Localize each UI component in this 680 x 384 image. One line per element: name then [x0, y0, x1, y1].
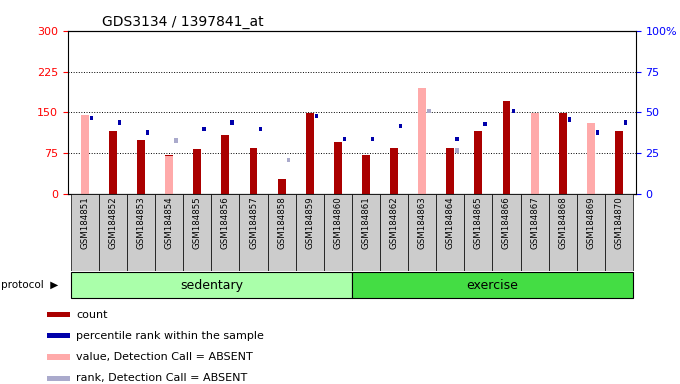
Bar	[222, 135, 229, 194]
Bar	[456, 137, 458, 141]
Bar	[371, 137, 374, 141]
Bar	[334, 142, 342, 194]
Bar	[446, 148, 454, 194]
Bar	[503, 101, 511, 194]
Bar	[47, 312, 70, 317]
Text: GSM184852: GSM184852	[109, 196, 118, 249]
Bar	[352, 194, 380, 271]
Bar	[193, 149, 201, 194]
Bar	[258, 127, 262, 131]
Text: GSM184851: GSM184851	[80, 196, 89, 249]
Bar	[109, 131, 117, 194]
Text: GDS3134 / 1397841_at: GDS3134 / 1397841_at	[102, 15, 264, 29]
Bar	[549, 194, 577, 271]
Bar	[47, 354, 70, 359]
Text: GSM184869: GSM184869	[586, 196, 595, 249]
Bar	[231, 121, 234, 125]
Bar	[155, 194, 183, 271]
Bar	[530, 113, 539, 194]
Bar	[624, 121, 628, 125]
Bar	[71, 194, 99, 271]
Bar	[399, 124, 403, 128]
Text: rank, Detection Call = ABSENT: rank, Detection Call = ABSENT	[76, 373, 248, 383]
Text: count: count	[76, 310, 107, 320]
Text: GSM184867: GSM184867	[530, 196, 539, 249]
Bar	[239, 194, 267, 271]
Text: value, Detection Call = ABSENT: value, Detection Call = ABSENT	[76, 352, 253, 362]
Bar	[362, 155, 370, 194]
Bar	[267, 194, 296, 271]
Text: GSM184861: GSM184861	[362, 196, 371, 249]
Text: GSM184864: GSM184864	[446, 196, 455, 249]
Text: sedentary: sedentary	[180, 279, 243, 291]
Bar	[203, 127, 205, 131]
Bar	[287, 158, 290, 162]
Bar	[427, 109, 430, 113]
Text: GSM184853: GSM184853	[137, 196, 146, 249]
Text: GSM184870: GSM184870	[615, 196, 624, 249]
Text: GSM184854: GSM184854	[165, 196, 173, 249]
Text: GSM184868: GSM184868	[558, 196, 567, 249]
Bar	[483, 122, 487, 126]
Bar	[315, 114, 318, 118]
Bar	[81, 115, 89, 194]
Text: GSM184857: GSM184857	[249, 196, 258, 249]
Bar	[390, 148, 398, 194]
Bar	[456, 148, 458, 152]
Bar	[165, 155, 173, 194]
Bar	[277, 179, 286, 194]
Bar	[418, 88, 426, 194]
Bar	[408, 194, 437, 271]
Bar	[296, 194, 324, 271]
Bar	[615, 131, 623, 194]
Bar	[475, 131, 482, 194]
Text: percentile rank within the sample: percentile rank within the sample	[76, 331, 264, 341]
Bar	[118, 121, 121, 125]
Bar	[568, 117, 571, 122]
Text: GSM184863: GSM184863	[418, 196, 426, 249]
Bar	[146, 130, 150, 135]
Bar	[250, 148, 258, 194]
Text: GSM184866: GSM184866	[502, 196, 511, 249]
Bar	[605, 194, 633, 271]
Bar	[380, 194, 408, 271]
Bar	[352, 272, 633, 298]
Bar	[464, 194, 492, 271]
Text: exercise: exercise	[466, 279, 518, 291]
Bar	[559, 113, 566, 194]
Text: GSM184855: GSM184855	[193, 196, 202, 249]
Bar	[587, 142, 595, 194]
Bar	[183, 194, 211, 271]
Text: GSM184860: GSM184860	[333, 196, 342, 249]
Text: GSM184858: GSM184858	[277, 196, 286, 249]
Bar	[587, 123, 595, 194]
Bar	[71, 272, 352, 298]
Bar	[137, 139, 145, 194]
Bar	[211, 194, 239, 271]
Text: GSM184862: GSM184862	[390, 196, 398, 249]
Bar	[99, 194, 127, 271]
Bar	[343, 137, 346, 141]
Text: GSM184859: GSM184859	[305, 196, 314, 249]
Text: GSM184865: GSM184865	[474, 196, 483, 249]
Bar	[437, 194, 464, 271]
Bar	[521, 194, 549, 271]
Bar	[577, 194, 605, 271]
Text: GSM184856: GSM184856	[221, 196, 230, 249]
Bar	[165, 156, 173, 194]
Bar	[324, 194, 352, 271]
Bar	[511, 109, 515, 113]
Text: protocol  ▶: protocol ▶	[1, 280, 58, 290]
Bar	[174, 139, 177, 143]
Bar	[596, 130, 599, 135]
Bar	[47, 333, 70, 338]
Bar	[47, 376, 70, 381]
Bar	[90, 116, 93, 120]
Bar	[306, 113, 313, 194]
Bar	[492, 194, 521, 271]
Bar	[127, 194, 155, 271]
